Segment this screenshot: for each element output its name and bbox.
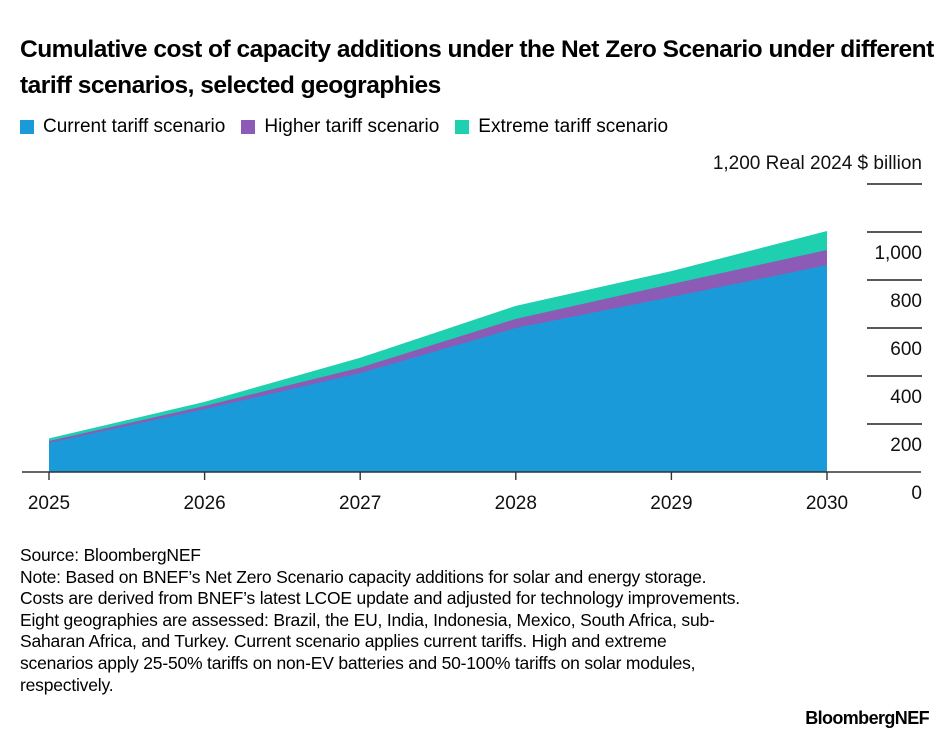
chart-title: Cumulative cost of capacity additions un… [20,36,934,99]
legend-label-extreme: Extreme tariff scenario [478,116,669,137]
x-tick-label: 2026 [183,493,225,514]
chart-area: 0 200 400 600 800 1,000 1,200 Real 2024 $ bill… [22,153,922,514]
legend-swatch-extreme [455,120,470,134]
y-tick-label: 1,200 Real 2024 $ billion [713,153,922,174]
area-layers [49,231,827,472]
x-tick-label: 2028 [495,493,537,514]
source-text: Source: BloombergNEF [20,545,201,565]
x-tick-label: 2025 [28,493,70,514]
legend-label-higher: Higher tariff scenario [264,116,440,137]
legend: Current tariff scenario Higher tariff sc… [20,116,684,138]
area-current-tariff [49,265,827,472]
y-tick-label: 600 [890,339,922,360]
x-tick-label: 2030 [806,493,848,514]
y-tick-label: 400 [890,387,922,408]
legend-item-higher: Higher tariff scenario [241,116,439,138]
x-tick-label: 2027 [339,493,381,514]
x-tick-label: 2029 [650,493,692,514]
y-tick-label: 1,000 [874,243,922,264]
legend-label-current: Current tariff scenario [43,116,226,137]
y-tick-label: 0 [911,483,922,504]
bloombergnef-logo: BloombergNEF [805,708,929,728]
legend-item-current: Current tariff scenario [20,116,225,138]
legend-swatch-higher [241,120,256,134]
y-tick-labels: 0 200 400 600 800 1,000 1,200 Real 2024 $ bill… [713,153,922,504]
legend-swatch-current [20,120,34,134]
x-ticks: 2025 2026 2027 2028 2029 2030 [28,472,848,514]
y-gridlines [867,183,922,425]
legend-item-extreme: Extreme tariff scenario [455,116,668,138]
y-tick-label: 200 [890,435,922,456]
footer-notes: Source: BloombergNEF Note: Based on BNEF… [20,545,740,696]
note-text: Note: Based on BNEF’s Net Zero Scenario … [20,566,740,695]
y-tick-label: 800 [890,291,922,312]
